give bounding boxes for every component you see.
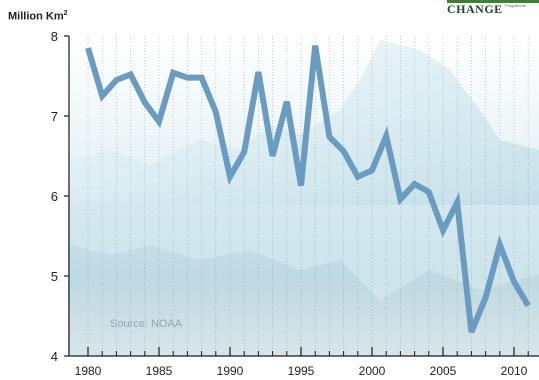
y-tick-label: 4 — [51, 349, 58, 364]
x-tick-label: 1980 — [75, 364, 102, 378]
brand-bar — [447, 0, 539, 3]
unit-label: Million Km2 — [8, 10, 68, 23]
y-tick-label: 5 — [51, 269, 58, 284]
y-tick-label: 8 — [51, 29, 58, 44]
series-line — [85, 45, 531, 334]
brand-logo: CHANGE Programme — [447, 0, 539, 18]
x-tick-label: 1990 — [217, 364, 244, 378]
brand-tagline: Programme — [505, 3, 526, 8]
y-tick-label: 7 — [51, 109, 58, 124]
unit-superscript: 2 — [63, 10, 68, 17]
unit-text: Million Km — [8, 10, 64, 23]
source-label: Source: NOAA — [110, 318, 183, 330]
brand-name: CHANGE — [447, 2, 503, 16]
x-tick-label: 1985 — [146, 364, 173, 378]
x-tick-label: 1995 — [288, 364, 315, 378]
x-tick-label: 2010 — [501, 364, 528, 378]
x-tick-label: 2000 — [359, 364, 386, 378]
y-tick-label: 6 — [51, 189, 58, 204]
x-tick-label: 2005 — [430, 364, 457, 378]
